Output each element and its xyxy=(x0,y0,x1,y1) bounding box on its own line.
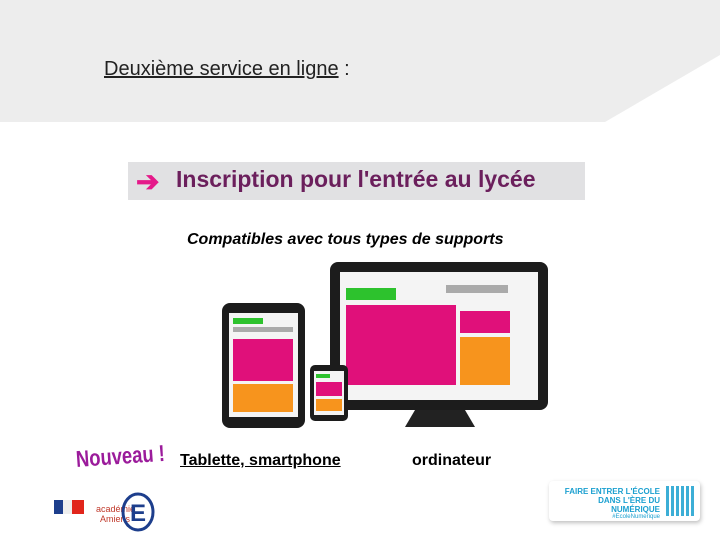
tablet-icon xyxy=(222,303,305,428)
arrow-right-icon: ➔ xyxy=(136,166,160,197)
computer-label: ordinateur xyxy=(412,452,492,469)
smartphone-icon xyxy=(310,365,348,421)
new-badge: Nouveau ! xyxy=(75,439,166,472)
banner-title: Inscription pour l'entrée au lycée xyxy=(176,166,536,192)
qr-code-icon xyxy=(666,486,694,516)
page-title: Deuxième service en ligne : xyxy=(104,58,350,80)
tablet-smartphone-link[interactable]: Tablette, smartphone xyxy=(180,452,341,469)
devices-illustration xyxy=(222,262,548,428)
academy-logo: académie Amiens E xyxy=(54,492,155,532)
service-banner: ➔ Inscription pour l'entrée au lycée xyxy=(128,162,585,200)
ecole-numerique-badge: FAIRE ENTRER L'ÉCOLE DANS L'ÈRE DU NUMÉR… xyxy=(549,481,700,521)
svg-text:E: E xyxy=(130,500,146,527)
subtitle: Compatibles avec tous types de supports xyxy=(187,231,504,248)
header-band xyxy=(0,0,720,122)
svg-text:Amiens: Amiens xyxy=(100,514,131,524)
monitor-icon xyxy=(330,262,548,427)
svg-text:académie: académie xyxy=(96,504,135,514)
